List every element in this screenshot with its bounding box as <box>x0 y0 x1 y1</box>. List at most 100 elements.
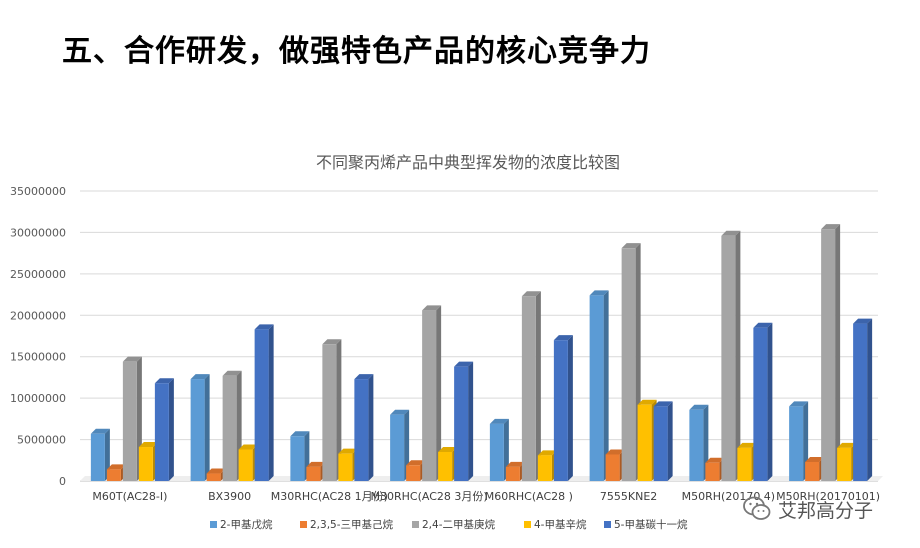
bar-side <box>368 374 374 481</box>
y-tick-label: 15000000 <box>10 351 66 364</box>
y-tick-label: 5000000 <box>17 434 66 447</box>
bar-side <box>567 335 573 481</box>
bar-top <box>753 322 773 328</box>
bar-top <box>106 464 126 470</box>
bar <box>821 224 841 481</box>
bar <box>489 418 509 481</box>
bar-top <box>422 305 442 311</box>
y-tick-label: 0 <box>59 475 66 488</box>
bar-top <box>805 456 825 462</box>
bar <box>306 461 326 481</box>
bar-top <box>322 339 342 345</box>
x-tick-label: M30RHC(AC28 3月份) <box>371 490 488 503</box>
x-tick-label: 7555KNE2 <box>600 490 657 503</box>
legend-item: 2,4-二甲基庚烷 <box>412 518 495 531</box>
legend-label: 5-甲基碳十一烷 <box>614 518 688 531</box>
bar-top <box>390 409 410 415</box>
bar <box>154 378 174 481</box>
bar <box>354 374 374 481</box>
bar-top <box>637 399 657 405</box>
bar-front <box>621 248 636 481</box>
bar-top <box>521 291 541 297</box>
bar-front <box>322 344 337 481</box>
bar-top <box>338 448 358 454</box>
x-tick-label: M60RHC(AC28 ) <box>485 490 573 503</box>
bar-top <box>837 442 857 448</box>
x-tick-label: M50RH(20170101) <box>776 490 880 503</box>
bar <box>589 290 609 481</box>
bar-top <box>190 374 210 380</box>
bar-front <box>737 447 752 481</box>
bar-top <box>138 442 158 448</box>
bar-side <box>867 318 873 481</box>
bar-front <box>154 383 169 481</box>
bar-front <box>521 296 536 481</box>
legend-item: 4-甲基辛烷 <box>524 518 587 531</box>
bar-top <box>553 335 573 341</box>
bar-front <box>721 235 736 481</box>
bar <box>454 361 474 481</box>
bar-front <box>190 379 205 481</box>
legend-item: 5-甲基碳十一烷 <box>604 518 688 531</box>
bar-top <box>290 431 310 437</box>
bar-side <box>735 230 741 481</box>
bar-side <box>835 224 841 481</box>
bar-top <box>789 401 809 407</box>
bar-front <box>238 449 253 481</box>
chart-title: 不同聚丙烯产品中典型挥发物的浓度比较图 <box>316 153 620 172</box>
bar-front <box>853 323 868 481</box>
bar-front <box>422 310 437 481</box>
legend-label: 2,4-二甲基庚烷 <box>422 518 495 531</box>
bar-side <box>336 339 342 481</box>
bar-top <box>721 230 741 236</box>
bar-front <box>605 454 620 481</box>
x-tick-label: M60T(AC28-I) <box>92 490 167 503</box>
x-tick-label: M30RHC(AC28 1月份) <box>271 490 388 503</box>
bar-top <box>406 460 426 466</box>
chart-floor <box>80 476 883 481</box>
bar-top <box>206 468 226 474</box>
bar-top <box>537 450 557 456</box>
legend-label: 2,3,5-三甲基己烷 <box>310 518 394 531</box>
bar-front <box>354 379 369 481</box>
bar-top <box>122 356 142 362</box>
bar-side <box>268 324 274 481</box>
bar-front <box>753 327 768 481</box>
bar-front <box>106 469 121 481</box>
y-tick-label: 20000000 <box>10 309 66 322</box>
legend-swatch <box>412 521 419 528</box>
bar-side <box>468 361 474 481</box>
bar <box>721 230 741 481</box>
legend-item: 2-甲基戊烷 <box>210 518 273 531</box>
bar <box>90 428 110 481</box>
bar-top <box>621 243 641 249</box>
legend-label: 4-甲基辛烷 <box>534 518 587 531</box>
bar-top <box>705 457 725 463</box>
bar-top <box>737 442 757 448</box>
watermark-text: 艾邦高分子 <box>778 499 874 522</box>
bar <box>553 335 573 481</box>
bar-top <box>505 461 525 467</box>
bar-front <box>90 433 105 481</box>
bar-top <box>438 447 458 452</box>
bar <box>853 318 873 481</box>
bar-front <box>222 375 237 481</box>
bar-front <box>637 404 652 481</box>
bar <box>521 291 541 481</box>
bar-front <box>306 466 321 481</box>
bar <box>190 374 210 481</box>
bar-front <box>689 409 704 481</box>
bar-top <box>653 401 673 407</box>
bar <box>322 339 342 481</box>
y-tick-label: 30000000 <box>10 226 66 239</box>
legend-swatch <box>524 521 531 528</box>
y-tick-label: 25000000 <box>10 268 66 281</box>
bar-top <box>454 361 474 367</box>
bar-top <box>154 378 174 384</box>
x-axis: M60T(AC28-I) BX3900 M30RHC(AC28 1月份)M30RHC… <box>92 490 880 503</box>
legend-item: 2,3,5-三甲基己烷 <box>300 518 394 531</box>
bar-front <box>505 466 520 481</box>
bar-top <box>821 224 841 230</box>
bar-front <box>653 406 668 481</box>
bar-side <box>404 409 410 481</box>
